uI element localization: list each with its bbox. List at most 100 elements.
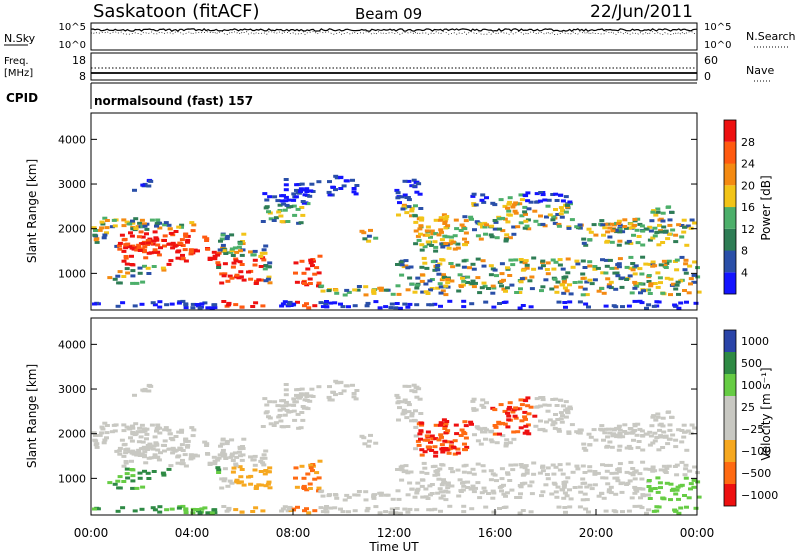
velocity-ytick-label: 1000 [58,472,86,485]
power-cell [346,290,352,294]
velocity-cell [631,438,636,442]
velocity-cell [478,442,484,446]
velocity-cell [607,463,613,467]
velocity-cell [463,424,469,428]
velocity-cell [179,428,185,432]
velocity-cell [323,507,329,511]
velocity-cell [133,422,139,426]
power-cell [534,192,540,196]
power-cell [286,302,292,306]
power-cell [402,193,408,197]
velocity-cell [307,482,313,486]
velocity-cell [92,438,98,442]
power-cell [515,225,521,229]
velocity-cell [233,464,239,468]
power-cell [284,203,290,207]
power-cell [395,196,401,200]
velocity-cell [600,476,606,480]
velocity-cell [414,489,420,492]
power-cell [152,230,158,234]
velocity-cell [234,478,240,482]
power-cell [428,288,433,292]
velocity-cell [603,463,609,467]
velocity-cell [660,496,666,500]
power-cell [317,254,323,258]
velocity-cell [543,483,549,487]
power-cell [488,233,494,237]
velocity-cell [197,511,203,515]
velocity-cell [279,404,285,408]
velocity-cell [461,504,467,508]
power-cell [302,193,308,197]
velocity-cell [565,410,570,414]
velocity-cell [401,408,407,412]
power-cell [405,196,411,199]
velocity-cell [672,508,678,512]
velocity-cell [377,511,383,515]
power-cell [658,230,664,234]
power-cell [639,272,645,276]
power-cell [291,198,297,202]
velocity-cell [465,486,471,489]
velocity-cell [246,475,251,479]
power-colorbar-tick: 16 [741,201,755,214]
freq-panel: Freq. [MHz] 18 8 60 0 Nave [4,52,774,83]
velocity-cell [155,423,161,427]
velocity-cell [152,435,158,439]
velocity-cell [475,462,481,466]
power-cell [624,241,630,245]
power-cell [461,279,467,283]
velocity-cell [168,464,174,468]
velocity-cell [640,460,646,464]
velocity-cell [674,463,680,467]
velocity-cell [508,463,514,467]
power-cell [146,184,152,188]
velocity-cell [455,451,461,455]
power-cell [378,288,384,292]
velocity-cell [258,459,264,463]
power-cell [258,254,264,258]
power-cell [556,224,562,228]
velocity-cell [531,472,537,476]
velocity-cell [304,507,309,511]
power-cell [465,275,471,279]
power-cell [123,255,129,258]
velocity-cell [312,477,318,481]
velocity-cell [399,400,405,404]
velocity-cell [632,477,638,481]
power-cell [672,303,678,307]
power-cell [397,201,402,205]
velocity-cell [272,400,278,404]
velocity-cell [231,466,237,470]
velocity-cell [91,431,97,435]
power-cell [438,285,444,289]
velocity-cell [549,492,555,496]
power-cell [563,195,569,199]
power-cell [397,306,403,310]
power-cell [211,250,217,254]
power-cell [696,290,702,294]
power-cell [261,258,267,262]
velocity-cell [689,423,695,427]
velocity-cell [161,473,167,477]
power-cell [405,266,411,270]
velocity-cell [403,469,409,473]
velocity-cell [248,455,253,459]
power-cell [92,233,98,237]
velocity-cell [470,467,476,471]
power-cell [562,286,568,290]
velocity-cell [423,487,429,491]
power-cell [652,264,658,268]
velocity-cell [419,423,425,427]
velocity-cell [266,480,272,484]
velocity-cell [156,458,162,462]
velocity-cell [574,464,580,468]
power-cell [373,300,379,304]
power-cell [263,206,269,210]
velocity-cell [620,435,626,439]
power-cell [267,281,273,285]
velocity-cell [560,488,566,492]
velocity-cell [658,486,663,490]
power-cell [449,279,455,283]
velocity-cell [291,403,297,407]
